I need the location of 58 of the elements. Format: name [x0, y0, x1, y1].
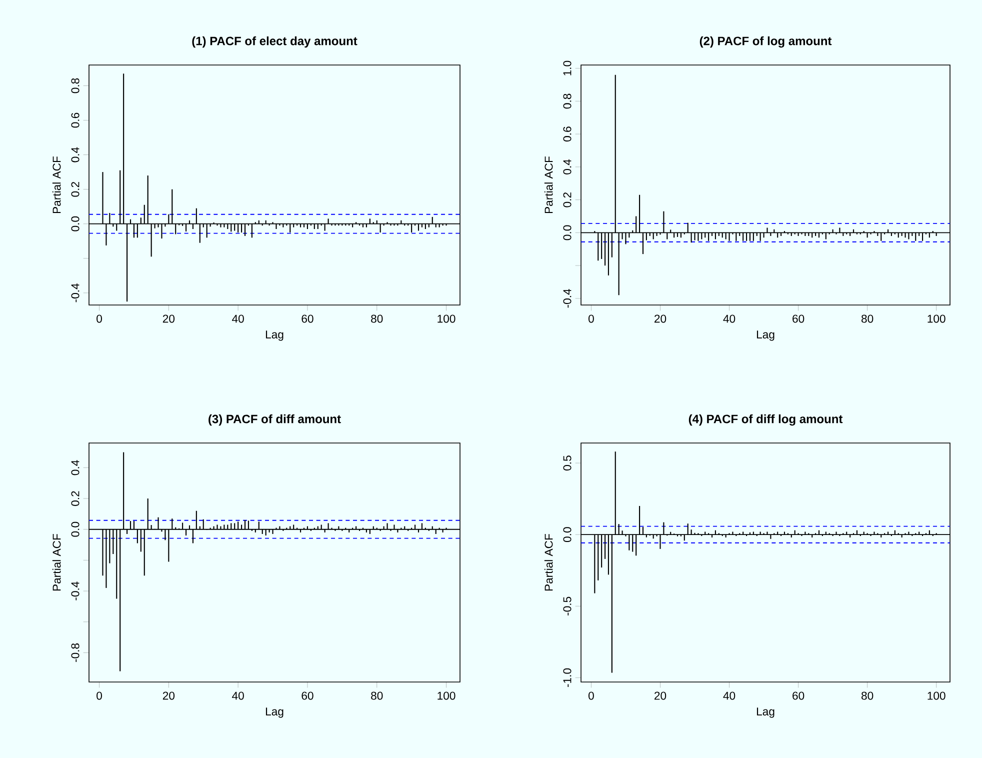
y-tick-label: -0.4 — [71, 582, 80, 600]
y-tick-label: -0.4 — [71, 283, 80, 302]
y-tick-label: 0.6 — [563, 126, 572, 142]
x-tick-label: 100 — [438, 314, 456, 323]
x-tick-label: 100 — [928, 314, 946, 323]
y-tick-label: 0.0 — [563, 527, 572, 542]
x-axis-title: Lag — [756, 330, 774, 341]
y-axis-title: Partial ACF — [52, 534, 61, 591]
x-tick-label: 0 — [96, 692, 102, 700]
y-tick-label: 0.8 — [71, 78, 80, 94]
y-tick-label: -0.4 — [563, 288, 572, 308]
x-tick-label: 40 — [232, 314, 244, 323]
y-tick-label: 0.2 — [71, 491, 80, 506]
y-tick-label: 0.6 — [71, 112, 80, 128]
y-tick-label: 0.2 — [71, 182, 80, 197]
y-tick-label: 0.2 — [563, 192, 572, 208]
y-tick-label: 0.0 — [563, 225, 572, 240]
x-tick-label: 40 — [723, 314, 736, 323]
x-tick-label: 80 — [862, 314, 874, 323]
y-tick-label: 0.4 — [71, 147, 80, 162]
y-axis-title: Partial ACF — [544, 156, 553, 214]
x-tick-label: 20 — [162, 692, 175, 700]
y-tick-label: -0.8 — [71, 643, 80, 662]
x-tick-label: 80 — [371, 314, 383, 323]
x-tick-label: 0 — [96, 314, 102, 323]
y-tick-label: 1.0 — [563, 60, 572, 76]
x-tick-label: 60 — [302, 692, 314, 700]
y-tick-label: 0.0 — [71, 216, 80, 232]
x-tick-label: 80 — [862, 692, 874, 700]
chart-title: (1) PACF of elect day amount — [192, 36, 358, 48]
y-tick-label: 0.4 — [563, 159, 572, 174]
x-tick-label: 0 — [588, 692, 594, 700]
x-tick-label: 60 — [792, 692, 804, 700]
y-tick-label: 0.8 — [563, 94, 572, 109]
x-tick-label: 100 — [438, 692, 456, 700]
x-axis-title: Lag — [266, 708, 284, 718]
x-tick-label: 60 — [302, 314, 314, 323]
x-tick-label: 0 — [588, 314, 594, 323]
chart-title: (2) PACF of log amount — [700, 36, 832, 48]
x-axis-title: Lag — [756, 708, 774, 718]
x-tick-label: 20 — [654, 314, 666, 323]
y-tick-label: -0.5 — [563, 596, 572, 616]
x-tick-label: 20 — [162, 314, 175, 323]
y-axis-title: Partial ACF — [544, 534, 553, 591]
x-tick-label: 20 — [654, 692, 666, 700]
x-tick-label: 40 — [723, 692, 736, 700]
chart-title: (4) PACF of diff log amount — [688, 414, 843, 426]
y-axis-title: Partial ACF — [52, 156, 61, 214]
y-tick-label: 0.0 — [71, 522, 80, 537]
y-tick-label: 0.4 — [71, 460, 80, 476]
y-tick-label: -1.0 — [563, 668, 572, 687]
x-tick-label: 40 — [232, 692, 244, 700]
x-axis-title: Lag — [266, 330, 284, 341]
x-tick-label: 80 — [371, 692, 383, 700]
y-tick-label: 0.5 — [563, 456, 572, 470]
chart-title: (3) PACF of diff amount — [208, 414, 341, 426]
x-tick-label: 60 — [792, 314, 804, 323]
x-tick-label: 100 — [928, 692, 946, 700]
